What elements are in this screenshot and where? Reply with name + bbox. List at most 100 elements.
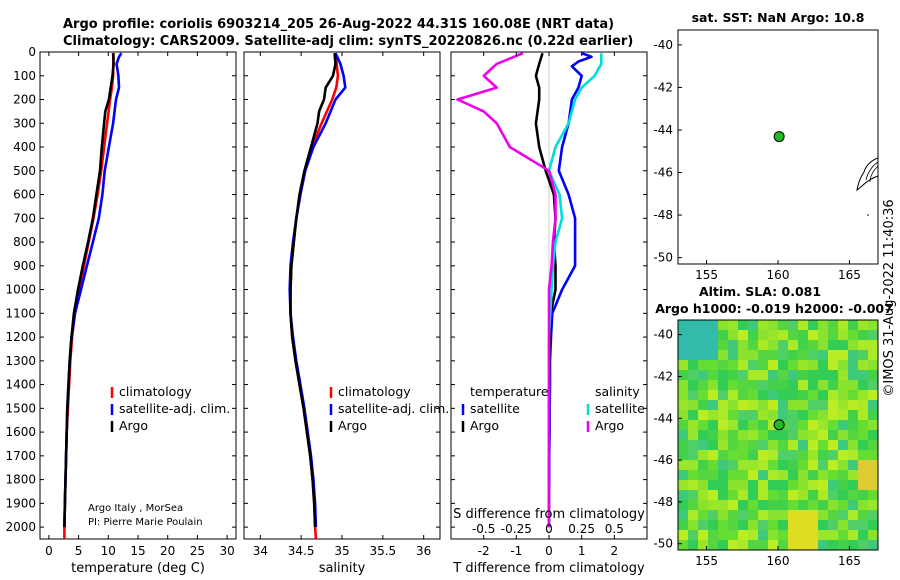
- sla-map-title-1: Altim. SLA: 0.081: [699, 284, 821, 299]
- heatmap-cell: [858, 420, 868, 430]
- heatmap-cell: [748, 440, 758, 450]
- sst-map-frame: [677, 29, 879, 265]
- heatmap-cell: [798, 500, 808, 510]
- heatmap-cell: [758, 320, 768, 330]
- heatmap-cell: [708, 430, 718, 440]
- x-tick-label: 34.5: [288, 544, 315, 558]
- heatmap-cell: [828, 420, 838, 430]
- y-tick-label: 300: [13, 116, 36, 130]
- x-tick-label: 35.5: [369, 544, 396, 558]
- heatmap-cell: [728, 510, 738, 520]
- heatmap-cell: [758, 450, 768, 460]
- heatmap-cell: [678, 420, 688, 430]
- heatmap-cell: [798, 530, 808, 540]
- heatmap-cell: [808, 490, 818, 500]
- heatmap-cell: [678, 450, 688, 460]
- heatmap-cell: [768, 510, 778, 520]
- heatmap-cell: [688, 460, 698, 470]
- heatmap-cell: [798, 330, 808, 340]
- heatmap-cell: [868, 370, 878, 380]
- map-y-tick-label: -44: [653, 123, 673, 137]
- heatmap-cell: [788, 420, 798, 430]
- heatmap-cell: [708, 480, 718, 490]
- heatmap-cell: [848, 480, 858, 490]
- heatmap-cell: [708, 520, 718, 530]
- heatmap-cell: [728, 400, 738, 410]
- heatmap-cell: [828, 500, 838, 510]
- heatmap-cell: [838, 400, 848, 410]
- heatmap-cell: [708, 320, 718, 330]
- heatmap-cell: [688, 540, 698, 550]
- sst-map-panel: sat. SST: NaN Argo: 10.8 155 160 165 -40 -42…: [653, 10, 879, 282]
- heatmap-cell: [738, 420, 748, 430]
- heatmap-cell: [858, 440, 868, 450]
- heatmap-cell: [778, 430, 788, 440]
- heatmap-cell: [818, 530, 828, 540]
- heatmap-cell: [868, 330, 878, 340]
- heatmap-cell: [728, 440, 738, 450]
- heatmap-cell: [728, 320, 738, 330]
- heatmap-cell: [828, 330, 838, 340]
- heatmap-cell: [838, 440, 848, 450]
- heatmap-cell: [788, 350, 798, 360]
- x-top-tick-label: 0.25: [568, 522, 595, 536]
- heatmap-cell: [758, 380, 768, 390]
- heatmap-cell: [698, 500, 708, 510]
- sla-argo-marker: [773, 419, 785, 431]
- heatmap-cell: [688, 500, 698, 510]
- heatmap-cell: [788, 400, 798, 410]
- heatmap-cell: [678, 470, 688, 480]
- heatmap-cell: [808, 320, 818, 330]
- heatmap-cell: [818, 510, 828, 520]
- heatmap-cell: [788, 500, 798, 510]
- heatmap-cell: [788, 480, 798, 490]
- heatmap-cell: [688, 330, 698, 340]
- heatmap-cell: [808, 380, 818, 390]
- heatmap-cell: [758, 370, 768, 380]
- heatmap-cell: [838, 350, 848, 360]
- heatmap-cell: [768, 390, 778, 400]
- heatmap-cell: [828, 480, 838, 490]
- heatmap-cell: [758, 330, 768, 340]
- heatmap-cell: [768, 330, 778, 340]
- heatmap-cell: [688, 390, 698, 400]
- map-y-tick-label: -42: [653, 80, 673, 94]
- heatmap-cell: [698, 320, 708, 330]
- heatmap-cell: [708, 530, 718, 540]
- heatmap-cell: [818, 470, 828, 480]
- heatmap-cell: [718, 470, 728, 480]
- heatmap-cell: [838, 450, 848, 460]
- heatmap-cell: [678, 410, 688, 420]
- heatmap-cell: [788, 530, 798, 540]
- heatmap-cell: [848, 520, 858, 530]
- heatmap-cell: [868, 340, 878, 350]
- x-tick-label: 35: [334, 544, 349, 558]
- heatmap-cell: [818, 410, 828, 420]
- heatmap-cell: [768, 360, 778, 370]
- heatmap-cell: [758, 530, 768, 540]
- map-y-tick-label: -46: [653, 453, 673, 467]
- heatmap-cell: [798, 370, 808, 380]
- x-tick-label: -2: [478, 544, 490, 558]
- heatmap-cell: [708, 420, 718, 430]
- map-x-tick-label: 155: [695, 268, 718, 282]
- heatmap-cell: [858, 540, 868, 550]
- heatmap-cell: [678, 540, 688, 550]
- heatmap-cell: [728, 450, 738, 460]
- heatmap-cell: [848, 380, 858, 390]
- heatmap-cell: [778, 530, 788, 540]
- heatmap-cell: [678, 500, 688, 510]
- heatmap-cell: [858, 340, 868, 350]
- heatmap-cell: [718, 480, 728, 490]
- heatmap-cell: [778, 380, 788, 390]
- heatmap-cell: [788, 470, 798, 480]
- heatmap-cell: [778, 450, 788, 460]
- heatmap-cell: [858, 400, 868, 410]
- heatmap-cell: [848, 500, 858, 510]
- heatmap-cell: [818, 450, 828, 460]
- heatmap-cell: [708, 360, 718, 370]
- map-y-tick-label: -40: [653, 38, 673, 52]
- t-difference-xlabel: T difference from climatology: [452, 561, 645, 576]
- heatmap-cell: [718, 450, 728, 460]
- heatmap-cell: [838, 410, 848, 420]
